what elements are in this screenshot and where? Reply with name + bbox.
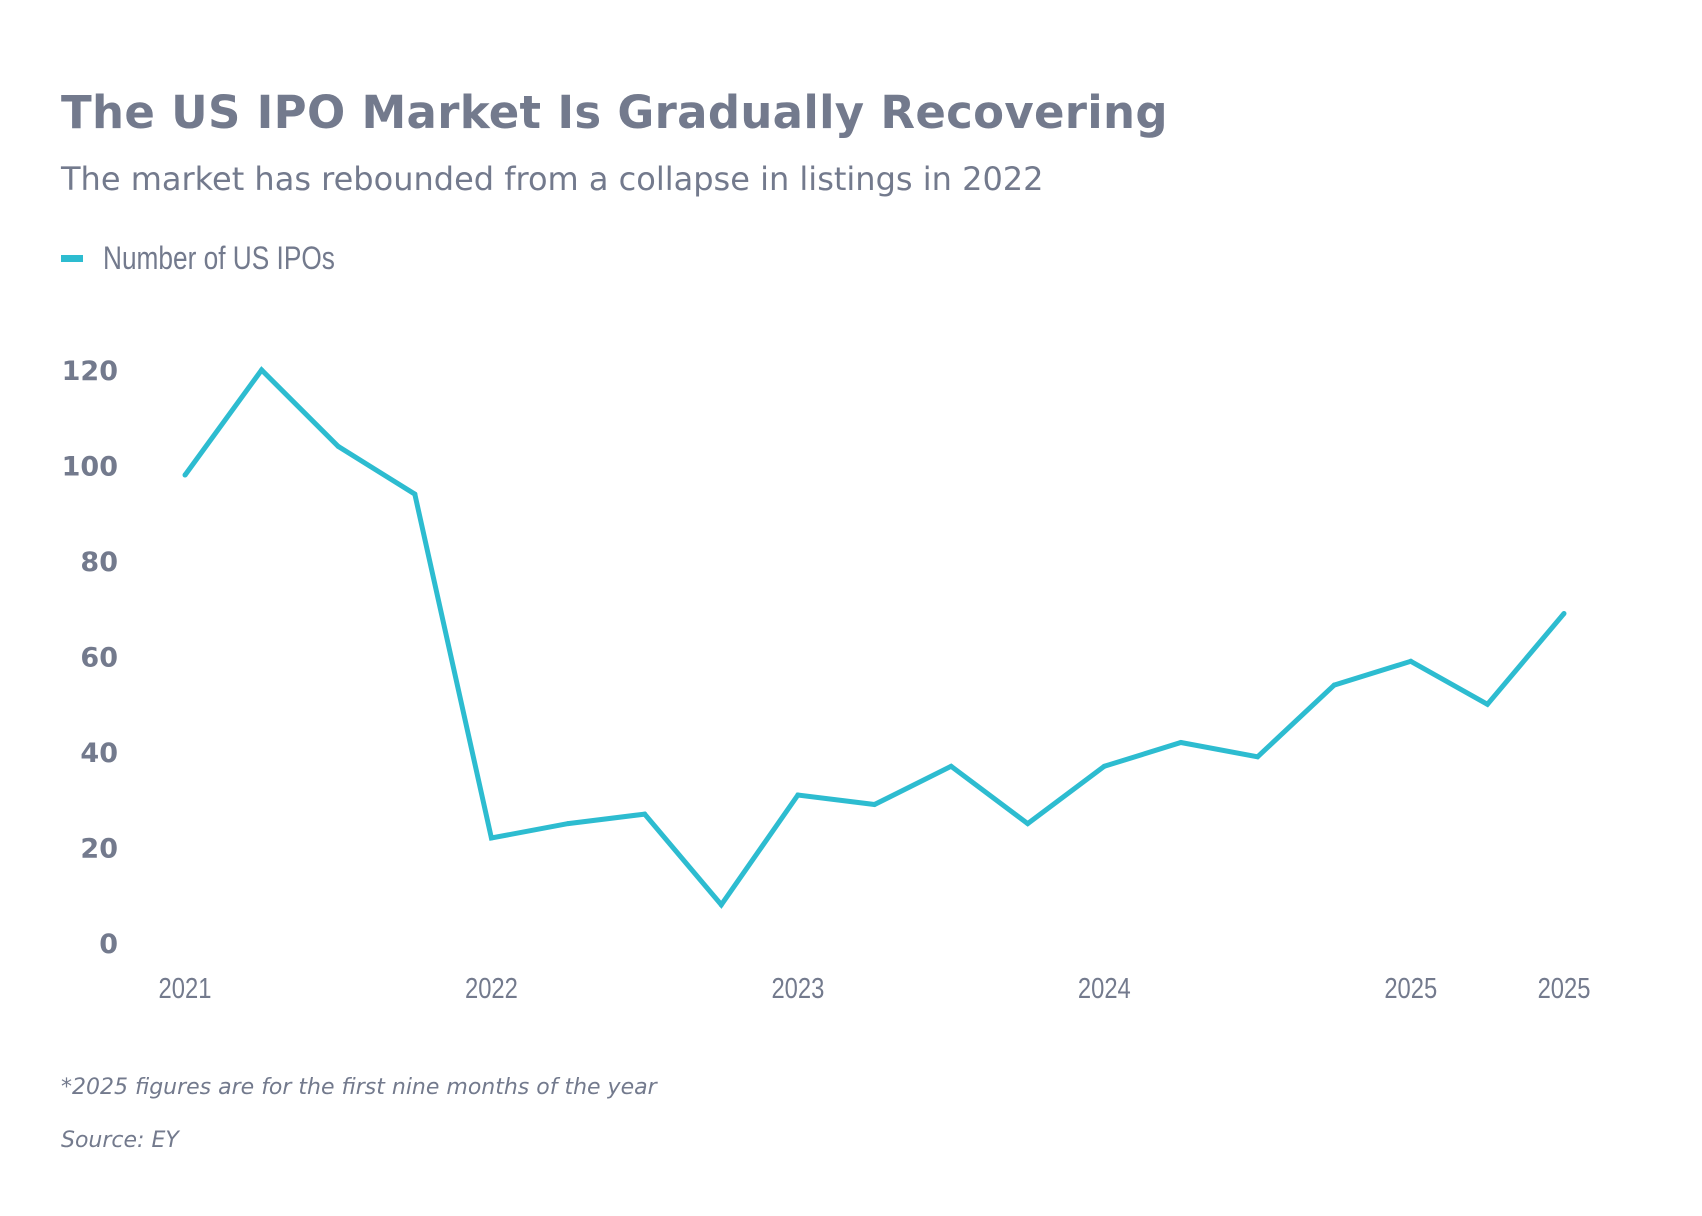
data-point bbox=[182, 472, 188, 478]
data-point bbox=[1331, 682, 1337, 688]
y-tick-label: 120 bbox=[62, 356, 118, 387]
data-point bbox=[565, 821, 571, 827]
chart-title: The US IPO Market Is Gradually Recoverin… bbox=[61, 86, 1168, 139]
data-point bbox=[795, 792, 801, 798]
data-point bbox=[488, 835, 494, 841]
x-tick-label: 2021 bbox=[159, 972, 212, 1005]
source-note: Source: EY bbox=[61, 1128, 179, 1153]
data-point bbox=[1561, 611, 1567, 617]
x-tick-label: 2025 bbox=[1538, 972, 1591, 1005]
y-tick-label: 0 bbox=[99, 929, 118, 960]
data-point bbox=[1484, 701, 1490, 707]
y-tick-label: 80 bbox=[80, 547, 118, 578]
series-line bbox=[182, 366, 1566, 909]
y-tick-label: 60 bbox=[80, 643, 118, 674]
data-point bbox=[412, 491, 418, 497]
data-point bbox=[335, 443, 341, 449]
x-tick-label: 2025 bbox=[1384, 972, 1437, 1005]
y-tick-label: 20 bbox=[80, 834, 118, 865]
data-point bbox=[948, 763, 954, 769]
data-point bbox=[1255, 754, 1261, 760]
y-tick-label: 100 bbox=[62, 452, 118, 483]
data-point bbox=[642, 811, 648, 817]
x-tick-label: 2024 bbox=[1078, 972, 1131, 1005]
chart-subtitle: The market has rebounded from a collapse… bbox=[61, 160, 1044, 198]
data-point bbox=[1178, 739, 1184, 745]
x-tick-label: 2022 bbox=[465, 972, 518, 1005]
y-tick-label: 40 bbox=[80, 738, 118, 769]
data-point bbox=[872, 802, 877, 808]
data-point bbox=[1101, 763, 1107, 769]
x-tick-label: 2023 bbox=[771, 972, 824, 1005]
footnote: *2025 figures are for the first nine mon… bbox=[61, 1075, 657, 1100]
data-point bbox=[718, 902, 724, 908]
legend-label: Number of US IPOs bbox=[103, 240, 335, 276]
data-point bbox=[1025, 821, 1031, 827]
data-point bbox=[1408, 658, 1414, 664]
legend-swatch bbox=[61, 255, 83, 262]
data-point bbox=[259, 367, 265, 373]
legend: Number of US IPOs bbox=[61, 240, 386, 277]
